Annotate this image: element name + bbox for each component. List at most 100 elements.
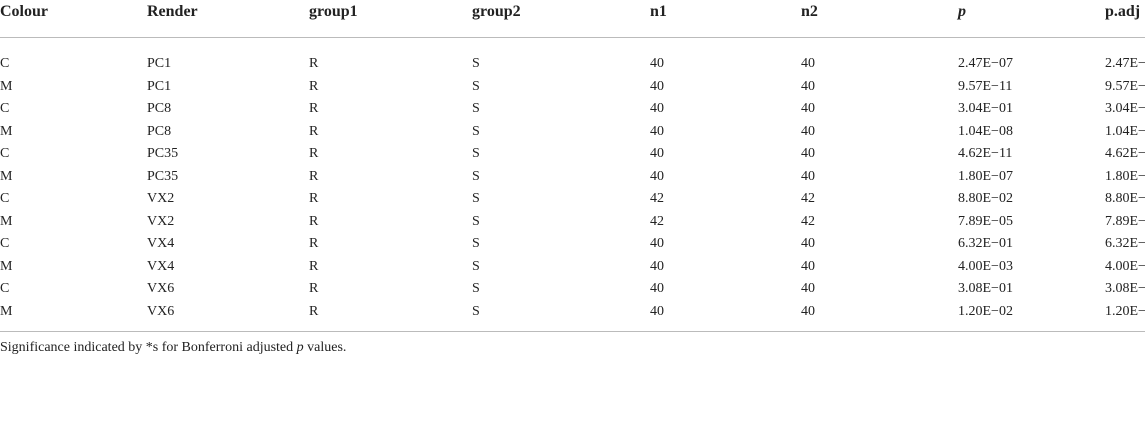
table-cell: 6.32E−01: [1105, 236, 1145, 251]
table-cell: 40: [801, 101, 815, 116]
table-cell: 7.89E−05: [958, 213, 1013, 229]
table-cell: 2.47E−07: [958, 56, 1013, 71]
table-cell: M: [0, 78, 13, 94]
table-cell: M: [0, 303, 13, 319]
table-cell: 1.80E−07: [958, 168, 1013, 184]
table-cell: 40: [801, 123, 815, 139]
bottom-rule: [0, 331, 1145, 332]
table-cell: M: [0, 258, 13, 274]
table-cell: R: [309, 281, 319, 296]
table-cell: R: [309, 236, 319, 251]
table-cell: R: [309, 303, 319, 319]
footnote: Significance indicated by *s for Bonferr…: [0, 340, 346, 356]
table-cell: VX4: [147, 258, 175, 274]
table-cell: R: [309, 101, 319, 116]
table-cell: C: [0, 191, 10, 206]
footnote-text: values.: [303, 340, 347, 355]
table-cell: 40: [801, 56, 815, 71]
table-cell: R: [309, 258, 319, 274]
table-cell: R: [309, 78, 319, 94]
table-cell: 3.08E−01: [1105, 281, 1145, 296]
table-cell: S: [472, 213, 480, 229]
table-cell: M: [0, 168, 13, 184]
table-cell: 40: [650, 168, 664, 184]
table-cell: S: [472, 236, 480, 251]
table-cell: 40: [650, 236, 664, 251]
table-cell: R: [309, 146, 319, 161]
table-cell: R: [309, 56, 319, 71]
table-cell: 40: [801, 168, 815, 184]
header-rule: [0, 37, 1145, 38]
table-cell: 40: [801, 303, 815, 319]
table-cell: S: [472, 168, 480, 184]
table-cell: 3.04E−01: [1105, 101, 1145, 116]
table-cell: PC1: [147, 78, 172, 94]
table-cell: 8.80E−02: [1105, 191, 1145, 206]
table-cell: 40: [650, 101, 664, 116]
table-cell: S: [472, 101, 480, 116]
table-cell: C: [0, 101, 10, 116]
table-cell: C: [0, 236, 10, 251]
column-header: n1: [650, 3, 667, 20]
table-cell: S: [472, 146, 480, 161]
table-cell: 40: [650, 258, 664, 274]
table-cell: S: [472, 191, 480, 206]
table-cell: S: [472, 78, 480, 94]
table-cell: 4.00E−03: [958, 258, 1013, 274]
table-cell: 1.80E−07****: [1105, 168, 1145, 184]
table-cell: VX6: [147, 281, 175, 296]
table-cell: 40: [650, 303, 664, 319]
table-cell: PC8: [147, 101, 172, 116]
table-cell: 9.57E−11****: [1105, 78, 1145, 94]
table-cell: 1.20E−02: [958, 303, 1013, 319]
table-cell: S: [472, 123, 480, 139]
table-cell: 6.32E−01: [958, 236, 1013, 251]
table-cell: PC8: [147, 123, 172, 139]
table-cell: 40: [801, 78, 815, 94]
table-cell: 42: [801, 213, 815, 229]
table-cell: 40: [801, 236, 815, 251]
table-cell: 40: [650, 56, 664, 71]
table-cell: R: [309, 168, 319, 184]
table-cell: 4.00E−03**: [1105, 258, 1145, 274]
table-cell: S: [472, 303, 480, 319]
table-cell: 7.89E−05****: [1105, 213, 1145, 229]
table-cell: R: [309, 123, 319, 139]
table-cell: 2.47E−07****: [1105, 56, 1145, 71]
table-cell: R: [309, 213, 319, 229]
table-cell: R: [309, 191, 319, 206]
column-header: group2: [472, 3, 521, 20]
table-cell: C: [0, 56, 10, 71]
table-cell: 40: [801, 146, 815, 161]
table-cell: 8.80E−02: [958, 191, 1013, 206]
table-cell: 3.04E−01: [958, 101, 1013, 116]
table-cell: M: [0, 123, 13, 139]
table-cell: PC35: [147, 168, 179, 184]
table-cell: 40: [650, 146, 664, 161]
table-cell: 40: [650, 281, 664, 296]
footnote-text: Significance indicated by *s for Bonferr…: [0, 340, 297, 355]
table-cell: 4.62E−11: [958, 146, 1013, 161]
table-cell: 42: [650, 213, 664, 229]
table-cell: 42: [801, 191, 815, 206]
column-header: Render: [147, 3, 198, 20]
table-cell: VX2: [147, 213, 175, 229]
table-cell: 9.57E−11: [958, 78, 1013, 94]
table-cell: 4.62E−11****: [1105, 146, 1145, 161]
table-cell: 40: [650, 123, 664, 139]
table-cell: PC35: [147, 146, 179, 161]
table-cell: VX2: [147, 191, 175, 206]
column-header: p: [958, 3, 966, 20]
column-header: n2: [801, 3, 818, 20]
footnote-italic: p: [296, 340, 304, 355]
table-cell: 1.04E−08: [958, 123, 1013, 139]
table-cell: VX4: [147, 236, 175, 251]
column-header: group1: [309, 3, 358, 20]
column-header: Colour: [0, 3, 48, 20]
table-cell: C: [0, 281, 10, 296]
table-cell: 1.20E−02*: [1105, 303, 1145, 319]
table-cell: 40: [650, 78, 664, 94]
table-cell: S: [472, 258, 480, 274]
table-cell: VX6: [147, 303, 175, 319]
